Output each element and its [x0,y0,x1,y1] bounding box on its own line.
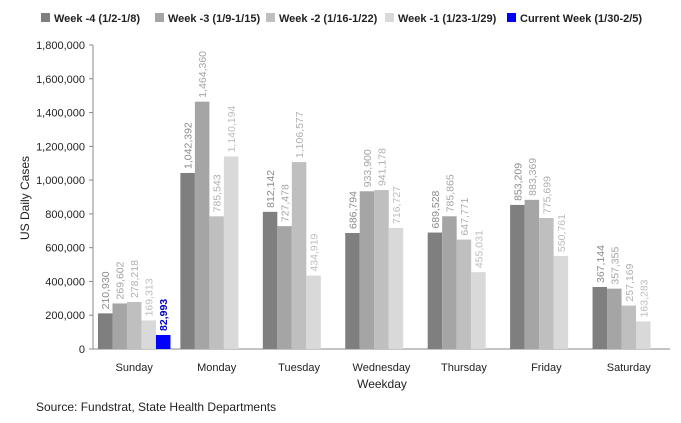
data-label-tuesday-series-0: 812,142 [265,170,277,208]
data-label-saturday-series-0: 367,144 [595,245,607,283]
x-tick-label-sunday: Sunday [116,362,154,374]
bar-tuesday-series-0 [262,211,278,349]
legend-swatch-4 [507,13,516,22]
data-label-saturday-series-3: 163,283 [638,279,650,317]
legend-label-1: Week -3 (1/9-1/15) [168,13,260,25]
data-label-monday-series-2: 785,543 [212,174,224,212]
bar-friday-series-0 [510,204,525,349]
y-tick-label: 1,400,000 [36,108,85,120]
bar-sunday-series-1 [112,303,127,349]
legend-swatch-3 [385,13,394,22]
y-tick-label: 1,200,000 [36,141,85,153]
source-note: Source: Fundstrat, State Health Departme… [36,400,277,414]
data-label-sunday-series-2: 278,218 [129,260,141,298]
y-tick-label: 0 [79,344,85,356]
bar-wednesday-series-1 [359,191,375,349]
y-tick-label: 1,000,000 [36,175,85,187]
legend-label-3: Week -1 (1/23-1/29) [398,13,497,25]
data-label-saturday-series-2: 257,169 [624,263,636,301]
data-label-friday-series-0: 853,209 [512,163,524,201]
bar-saturday-series-2 [621,305,637,349]
y-tick-label: 800,000 [45,209,85,221]
data-label-saturday-series-1: 357,355 [609,247,621,285]
bar-thursday-series-2 [456,239,472,349]
bar-thursday-series-0 [427,232,443,349]
data-label-tuesday-series-3: 434,919 [309,233,321,271]
bar-wednesday-series-2 [374,190,389,349]
y-axis: 0 200,000 400,000 600,000 800,000 1,000,000 1,… [36,40,94,356]
bar-monday-series-1 [194,101,210,349]
data-label-wednesday-series-3: 716,727 [391,186,403,224]
x-tick-label-tuesday: Tuesday [278,362,320,374]
data-label-sunday-series-3: 169,313 [144,278,156,316]
data-label-tuesday-series-1: 727,478 [280,184,292,222]
legend-swatch-0 [41,13,50,22]
y-tick-label: 600,000 [45,243,85,255]
y-tick-label: 400,000 [45,276,85,288]
x-axis: Sunday Monday Tuesday Wednesday Thursday Frid… [93,348,670,374]
x-tick-label-friday: Friday [531,362,562,374]
legend-label-2: Week -2 (1/16-1/22) [279,13,378,25]
bar-sunday-series-3 [141,320,156,349]
bar-saturday-series-1 [607,288,622,349]
x-axis-title: Weekday [357,377,407,391]
data-label-thursday-series-0: 689,528 [430,190,442,228]
bars [97,101,651,349]
data-label-friday-series-3: 550,761 [556,214,568,252]
legend-label-4: Current Week (1/30-2/5) [520,13,642,25]
x-tick-label-monday: Monday [197,362,237,374]
data-label-wednesday-series-2: 941,178 [377,148,389,186]
data-label-thursday-series-2: 647,771 [459,197,471,235]
data-label-monday-series-0: 1,042,392 [183,122,195,169]
data-label-friday-series-2: 775,699 [541,176,553,214]
data-label-tuesday-series-2: 1,106,577 [294,111,306,158]
bar-thursday-series-3 [471,272,486,349]
y-tick-label: 1,600,000 [36,74,85,86]
bar-tuesday-series-3 [306,275,321,349]
data-label-wednesday-series-0: 686,794 [348,191,360,229]
y-axis-title: US Daily Cases [18,156,32,240]
bar-friday-series-2 [539,217,554,349]
bar-sunday-series-4 [155,334,171,349]
bar-sunday-series-0 [97,313,113,349]
bar-thursday-series-1 [442,216,457,349]
x-tick-label-saturday: Saturday [607,362,652,374]
bar-friday-series-3 [553,255,569,349]
data-label-monday-series-3: 1,140,194 [226,106,238,153]
bar-tuesday-series-2 [291,162,307,349]
data-label-thursday-series-1: 785,865 [444,174,456,212]
legend-swatch-2 [266,13,275,22]
data-labels: 210,930 269,602 278,218 169,313 82,993 1,042,… [100,51,650,331]
x-tick-label-wednesday: Wednesday [353,362,411,374]
data-label-monday-series-1: 1,464,360 [197,51,209,98]
legend-label-0: Week -4 (1/2-1/8) [54,13,140,25]
data-label-sunday-series-4: 82,993 [158,299,170,331]
bar-monday-series-2 [209,216,224,349]
x-tick-label-thursday: Thursday [441,362,487,374]
bar-sunday-series-2 [126,302,142,349]
bar-saturday-series-3 [636,321,651,349]
legend: Week -4 (1/2-1/8) Week -3 (1/9-1/15) Week … [41,13,642,25]
data-label-sunday-series-1: 269,602 [115,261,127,299]
data-label-wednesday-series-1: 933,900 [362,149,374,187]
bar-wednesday-series-3 [388,227,404,349]
y-tick-label: 200,000 [45,310,85,322]
bar-wednesday-series-0 [345,233,360,349]
y-tick-label: 1,800,000 [36,40,85,52]
bar-saturday-series-0 [592,286,608,349]
bar-tuesday-series-1 [277,226,292,349]
bar-monday-series-0 [180,172,195,349]
bar-monday-series-3 [223,156,239,349]
legend-swatch-1 [155,13,164,22]
data-label-friday-series-1: 883,369 [527,158,539,196]
data-label-thursday-series-3: 455,031 [473,230,485,268]
data-label-sunday-series-0: 210,930 [100,271,112,309]
bar-friday-series-1 [524,199,540,349]
